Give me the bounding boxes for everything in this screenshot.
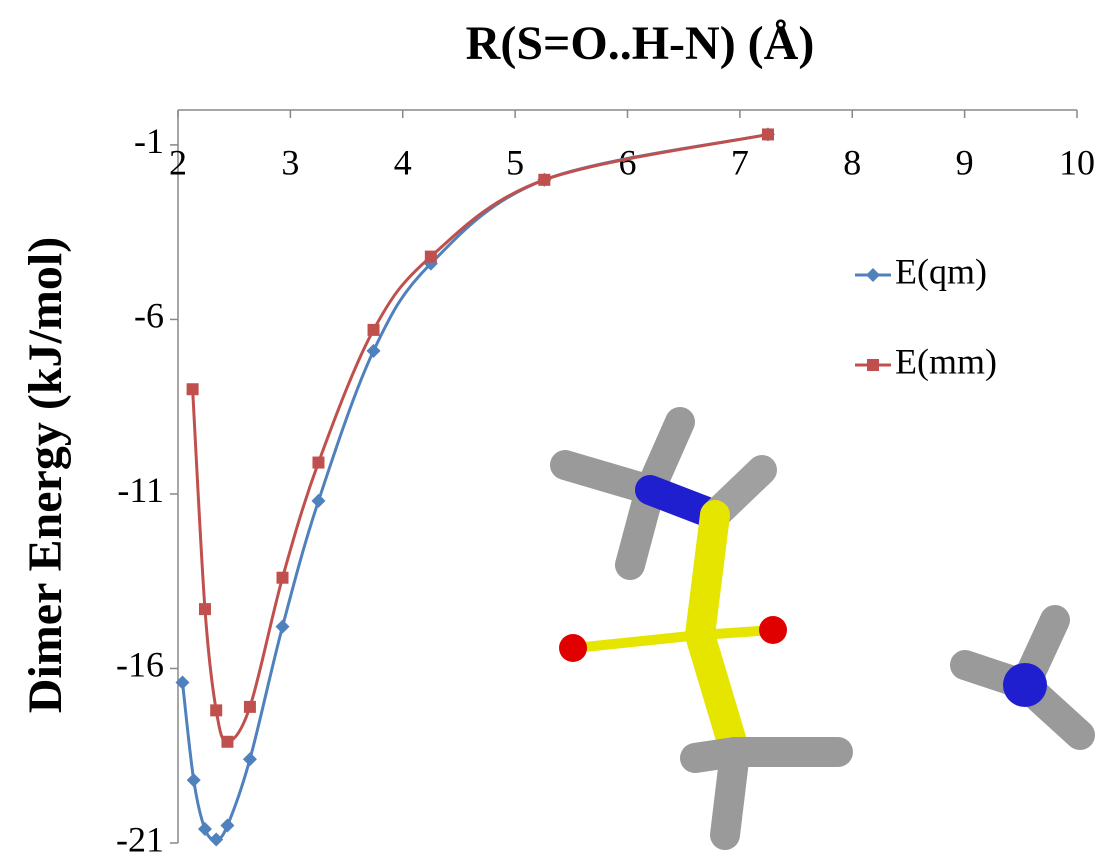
x-tick-label: 6: [619, 142, 637, 182]
y-tick-label: -21: [116, 819, 164, 858]
legend-marker: [867, 359, 879, 371]
data-point: [199, 603, 211, 615]
data-point: [198, 822, 212, 836]
data-point: [220, 819, 234, 833]
x-tick-label: 8: [843, 142, 861, 182]
x-tick-label: 9: [956, 142, 974, 182]
data-point: [221, 736, 233, 748]
y-axis-title: Dimer Energy (kJ/mol): [19, 237, 72, 713]
data-point: [243, 752, 257, 766]
x-tick-label: 4: [394, 142, 412, 182]
x-tick-label: 3: [281, 142, 299, 182]
data-point: [244, 701, 256, 713]
y-tick-label: -16: [116, 645, 164, 685]
data-point: [187, 383, 199, 395]
x-tick-label: 7: [731, 142, 749, 182]
y-tick-label: -1: [134, 121, 164, 161]
data-point: [312, 457, 324, 469]
x-tick-label: 5: [506, 142, 524, 182]
data-point: [538, 174, 550, 186]
data-point: [276, 620, 290, 634]
legend-label: E(qm): [895, 251, 987, 291]
x-tick-label: 10: [1059, 142, 1095, 182]
data-point: [187, 773, 201, 787]
data-point: [311, 494, 325, 508]
data-point: [209, 833, 223, 847]
x-tick-label: 2: [169, 142, 187, 182]
data-point: [277, 572, 289, 584]
data-point: [367, 344, 381, 358]
chart-title: R(S=O..H-N) (Å): [466, 17, 815, 70]
data-point: [425, 251, 437, 263]
data-point: [762, 128, 774, 140]
y-tick-label: -6: [134, 296, 164, 336]
data-point: [368, 324, 380, 336]
legend-marker: [866, 268, 880, 282]
chart: R(S=O..H-N) (Å) Dimer Energy (kJ/mol) -1…: [0, 0, 1105, 858]
molecule: [559, 422, 1080, 835]
legend-label: E(mm): [895, 341, 997, 381]
data-point: [210, 704, 222, 716]
y-tick-label: -11: [117, 470, 164, 510]
